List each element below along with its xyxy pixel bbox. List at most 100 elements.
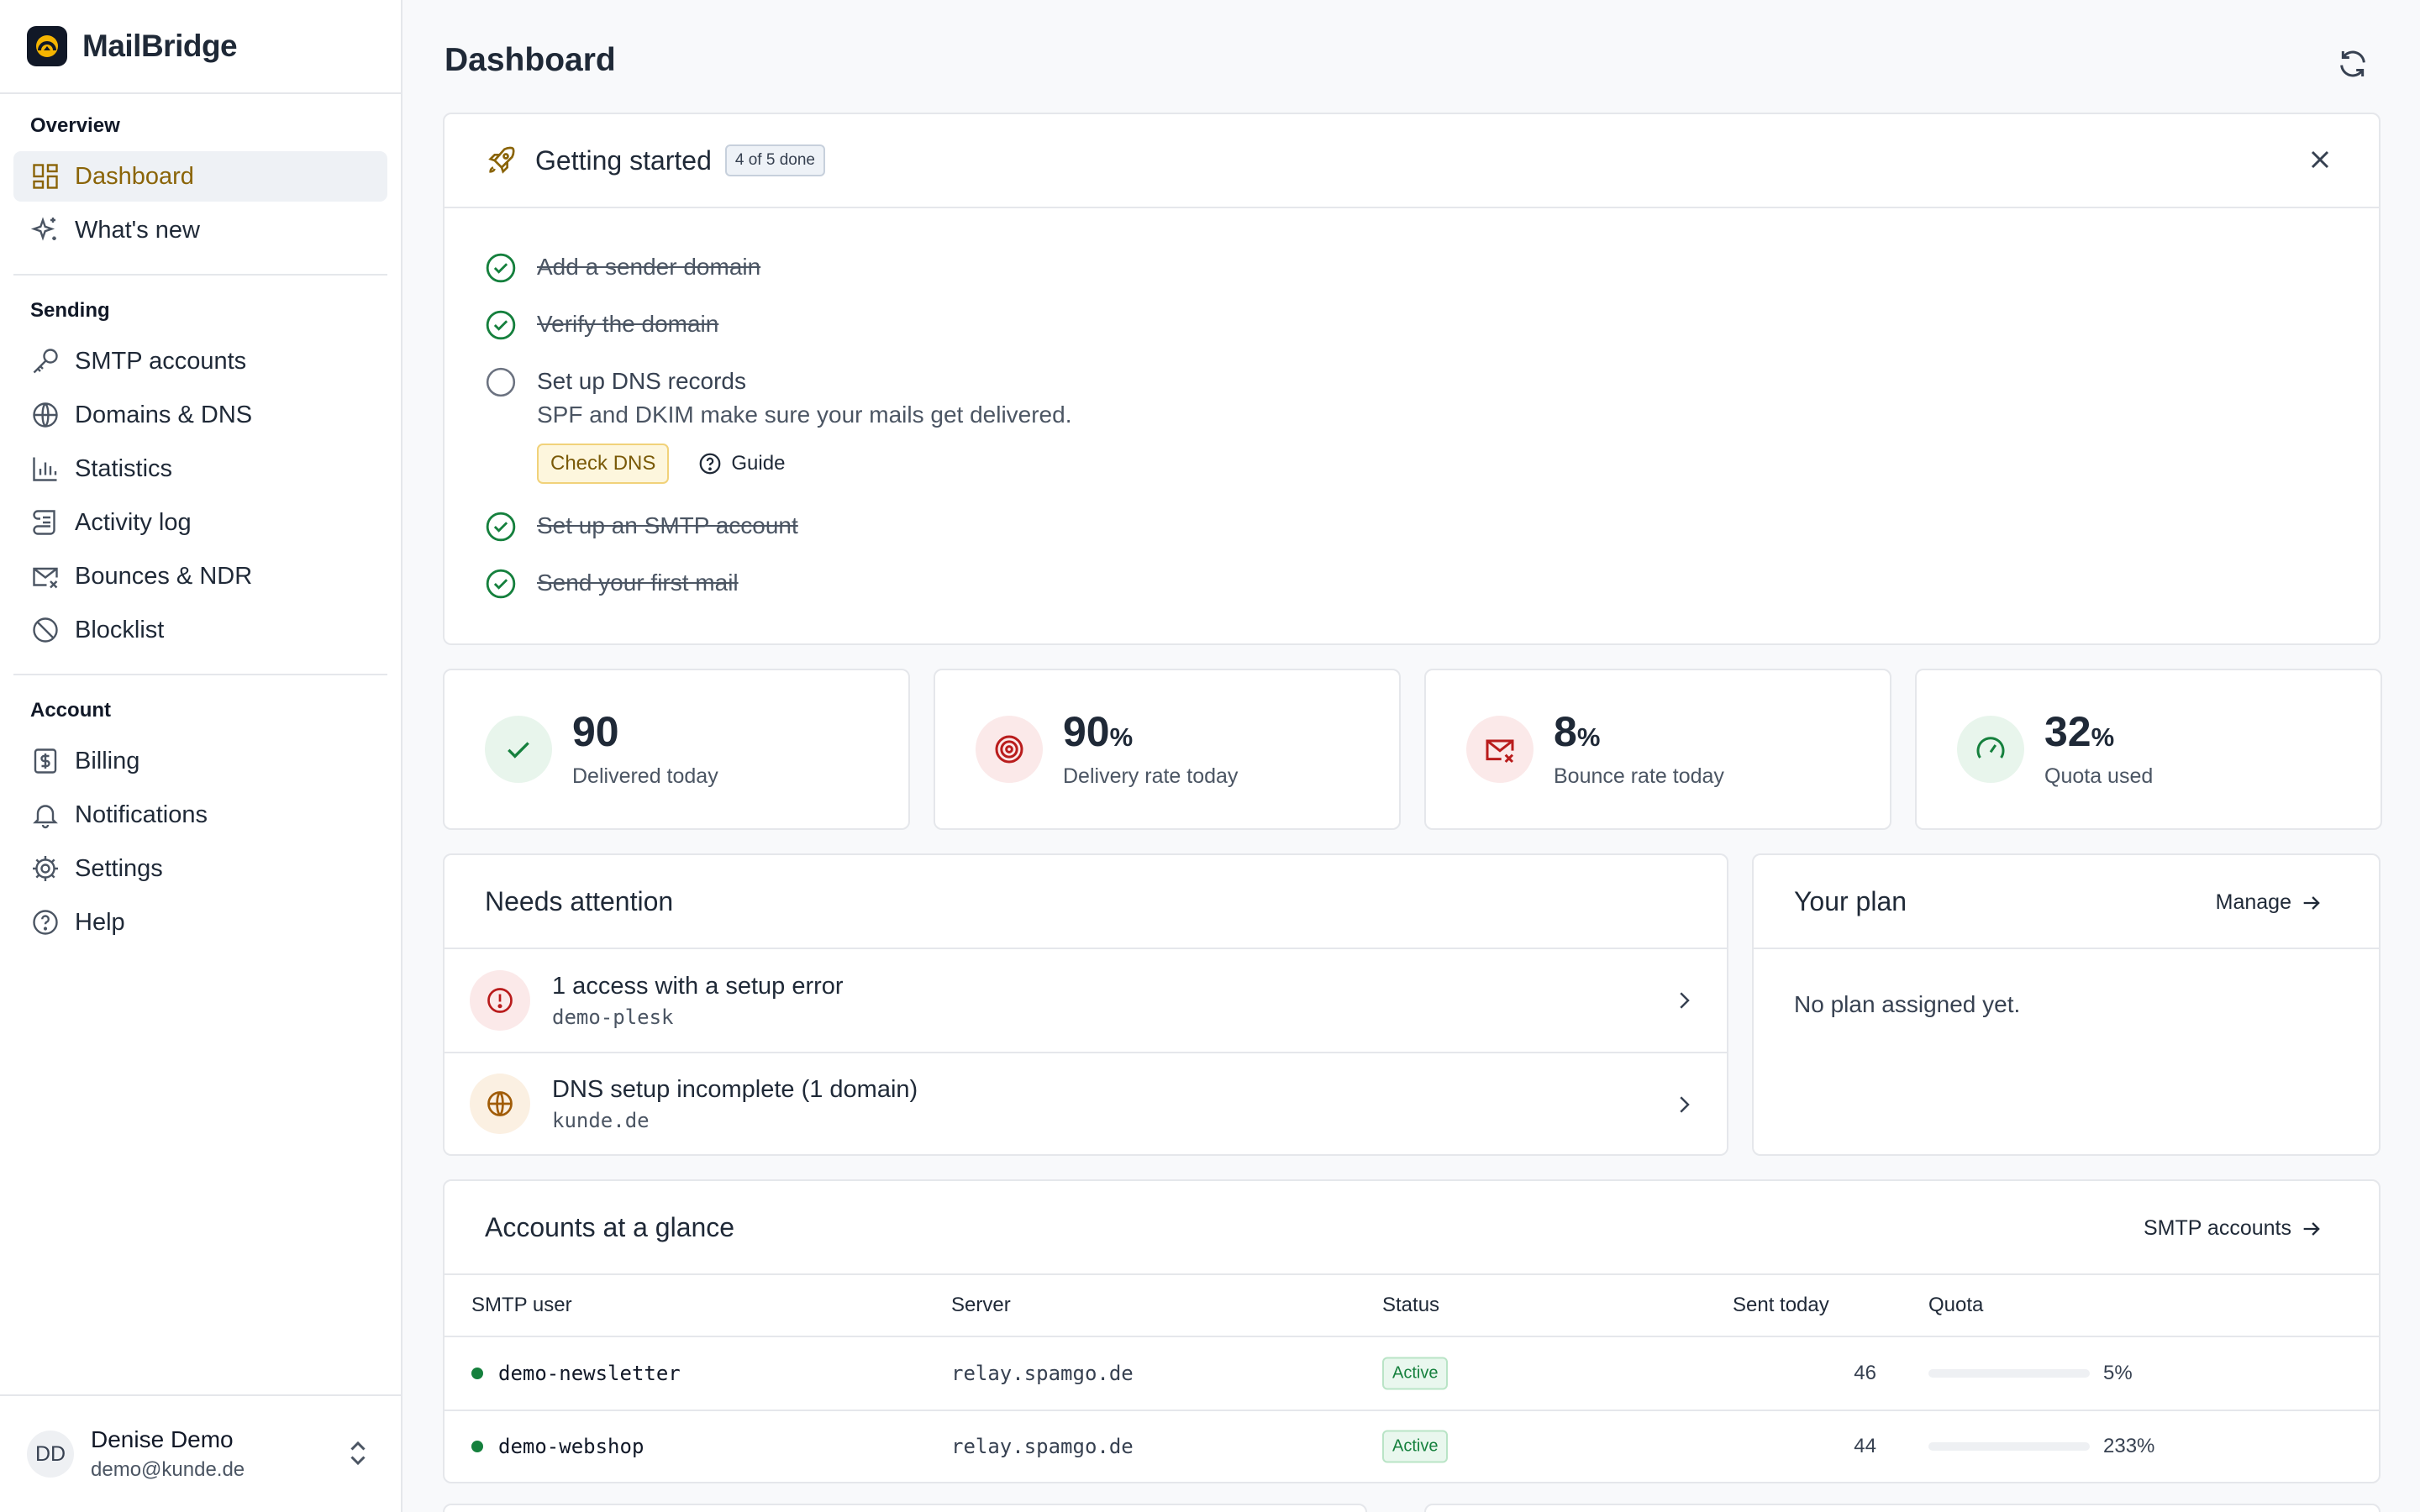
arrow-right-icon [2303, 895, 2320, 910]
stat-icon-wrap [1957, 716, 2024, 783]
step-item: Verify the domain [485, 307, 718, 341]
user-menu[interactable]: DD Denise Demo demo@kunde.de [0, 1394, 401, 1512]
column-header: Sent today [1733, 1294, 1829, 1316]
step-description: SPF and DKIM make sure your mails get de… [537, 402, 1072, 428]
quota-cell: 5% [1928, 1362, 2133, 1385]
step-label: Set up DNS records [537, 368, 746, 394]
dollar-icon [34, 748, 57, 774]
nav-item-statistics[interactable]: Statistics [13, 444, 387, 494]
status-badge: Active [1382, 1430, 1449, 1463]
needs-attention-card: Needs attention 1 access with a setup er… [443, 853, 1728, 1156]
brand-logo-icon [27, 26, 67, 66]
stat-value: 32% [2044, 710, 2153, 759]
nav-item-billing[interactable]: Billing [13, 736, 387, 786]
sent-today-cell: 44 [1854, 1435, 1876, 1457]
scroll-icon [33, 510, 55, 535]
step-label: Add a sender domain [537, 254, 761, 280]
check-icon [508, 742, 529, 759]
table-row[interactable]: demo-newsletter relay.spamgo.de Active 4… [445, 1337, 2379, 1410]
stat-icon-wrap [976, 716, 1043, 783]
step-label: Verify the domain [537, 311, 719, 337]
bar-chart-icon [33, 457, 57, 481]
step-label: Send your first mail [537, 570, 739, 596]
smtp-user-cell: demo-newsletter [471, 1362, 681, 1385]
step-label: Set up an SMTP account [537, 512, 798, 538]
alert-circle-icon [487, 988, 513, 1013]
chevron-up-down-icon[interactable] [345, 1438, 371, 1468]
mail-x-icon [1486, 739, 1514, 764]
user-email: demo@kunde.de [91, 1458, 245, 1481]
sparkles-icon [30, 217, 56, 241]
attention-title: DNS setup incomplete (1 domain) [552, 1075, 918, 1103]
user-name: Denise Demo [91, 1426, 234, 1452]
close-icon[interactable] [2305, 144, 2335, 175]
attention-title: 1 access with a setup error [552, 972, 844, 1000]
check-dns-button[interactable]: Check DNS [537, 444, 670, 484]
nav-item-bounces[interactable]: Bounces & NDR [13, 551, 387, 601]
stat-label: Bounce rate today [1554, 764, 1724, 788]
status-badge: Active [1382, 1357, 1449, 1390]
dashboard-icon [33, 164, 58, 189]
needs-attention-title: Needs attention [485, 885, 674, 916]
nav-item-help[interactable]: Help [13, 897, 387, 948]
table-row[interactable]: demo-webshop relay.spamgo.de Active 44 2… [445, 1410, 2379, 1482]
nav-item-activity-log[interactable]: Activity log [13, 497, 387, 548]
nav-item-dashboard[interactable]: Dashboard [13, 151, 387, 202]
attention-item[interactable]: 1 access with a setup error demo-plesk [445, 949, 1727, 1052]
sidebar: MailBridge Overview Dashboard What's new… [0, 0, 402, 1512]
stat-value: 90 [572, 710, 718, 759]
help-icon [700, 453, 721, 475]
stat-card-quota: 32% Quota used [1915, 669, 2382, 830]
help-icon [33, 910, 58, 935]
getting-started-card: Getting started 4 of 5 done Add a sender… [443, 113, 2381, 645]
nav-item-label: Notifications [75, 801, 208, 828]
card-peek [443, 1504, 1367, 1512]
attention-subtitle: kunde.de [552, 1108, 650, 1132]
plan-card: Your plan Manage No plan assigned yet. [1752, 853, 2381, 1156]
mail-x-icon [33, 567, 58, 589]
refresh-icon[interactable] [2336, 47, 2370, 81]
nav-item-smtp-accounts[interactable]: SMTP accounts [13, 336, 387, 386]
manage-plan-link[interactable]: Manage [2216, 890, 2323, 915]
nav-item-blocklist[interactable]: Blocklist [13, 605, 387, 655]
accounts-card: Accounts at a glance SMTP accounts SMTP … [443, 1179, 2381, 1483]
quota-cell: 233% [1928, 1435, 2154, 1458]
attention-icon-wrap [470, 970, 530, 1031]
nav-heading-sending: Sending [30, 299, 110, 322]
check-circle-icon [486, 512, 516, 542]
nav-item-domains-dns[interactable]: Domains & DNS [13, 390, 387, 440]
check-circle-icon [486, 253, 516, 283]
key-icon [33, 349, 58, 374]
globe-icon [33, 402, 58, 428]
stat-value: 90% [1063, 710, 1238, 759]
brand[interactable]: MailBridge [0, 0, 401, 94]
gauge-icon [1976, 737, 2005, 759]
nav-item-whats-new[interactable]: What's new [13, 205, 387, 255]
stat-unit: % [2091, 722, 2115, 752]
globe-icon [487, 1091, 513, 1116]
attention-icon-wrap [470, 1074, 530, 1134]
nav-item-label: Billing [75, 747, 140, 774]
smtp-user: demo-webshop [498, 1435, 644, 1458]
getting-started-title: Getting started [535, 144, 712, 176]
nav-divider [13, 674, 387, 675]
smtp-accounts-link[interactable]: SMTP accounts [2144, 1216, 2323, 1241]
step-item-current: Set up DNS records SPF and DKIM make sur… [485, 365, 1071, 484]
nav-heading-overview: Overview [30, 114, 120, 137]
card-peek [1424, 1504, 2381, 1512]
stat-label: Delivery rate today [1063, 764, 1239, 788]
stat-card-delivered: 90 Delivered today [443, 669, 910, 830]
nav-item-label: What's new [75, 216, 200, 244]
quota-percent: 5% [2103, 1362, 2133, 1384]
smtp-user: demo-newsletter [498, 1362, 681, 1385]
gear-icon [33, 856, 58, 881]
guide-link[interactable]: Guide [697, 451, 785, 476]
arrow-right-icon [2303, 1221, 2320, 1236]
stat-unit: % [1109, 722, 1134, 752]
nav-item-label: Help [75, 908, 125, 936]
smtp-user-cell: demo-webshop [471, 1435, 644, 1458]
attention-item[interactable]: DNS setup incomplete (1 domain) kunde.de [445, 1052, 1727, 1154]
nav-item-notifications[interactable]: Notifications [13, 790, 387, 840]
nav-item-settings[interactable]: Settings [13, 843, 387, 894]
quota-bar [1928, 1369, 2090, 1378]
